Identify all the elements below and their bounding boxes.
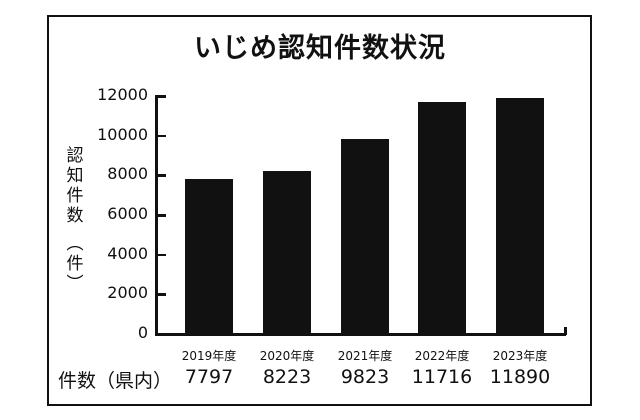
y-tick-label: 2000 [107, 283, 148, 303]
y-axis-label: 認 知 件 数 ︵ 件 ︶ [64, 146, 86, 294]
y-tick [155, 293, 166, 296]
chart-title: いじめ認知件数状況 [194, 33, 446, 64]
y-tick-label: 4000 [107, 243, 148, 263]
x-category-label: 2019年度 [181, 349, 237, 363]
y-tick-label: 12000 [97, 85, 148, 104]
y-tick-label: 0 [137, 323, 148, 342]
y-axis-label-char: 件 [66, 186, 84, 206]
table-value: 7797 [184, 366, 234, 388]
bar [496, 98, 544, 334]
y-axis-label-char: 件 [66, 254, 84, 274]
y-tick [155, 253, 166, 257]
table-row-label: 件数（県内） [58, 370, 173, 392]
y-axis-label-char: ︵ [66, 234, 84, 254]
table-value: 9823 [340, 366, 390, 388]
y-axis-label-char: 数 [66, 206, 84, 226]
x-axis [155, 333, 566, 336]
x-category-label: 2022年度 [414, 349, 470, 363]
y-tick [155, 174, 166, 177]
y-axis-label-char: ︶ [66, 274, 84, 294]
table-value: 8223 [262, 366, 312, 388]
table-value: 11716 [411, 366, 473, 388]
x-category-label: 2023年度 [492, 349, 548, 363]
y-axis-label-char: 知 [66, 166, 84, 186]
bar [185, 179, 233, 334]
chart-frame [47, 15, 592, 406]
y-tick [155, 214, 166, 217]
y-axis-label-char: 認 [66, 146, 84, 166]
x-category-label: 2021年度 [337, 349, 393, 363]
bar [263, 170, 311, 334]
y-tick [155, 134, 166, 138]
y-tick-label: 10000 [97, 124, 148, 144]
x-axis-end-tick [564, 327, 567, 335]
table-value: 11890 [489, 366, 551, 388]
bar [341, 139, 389, 334]
y-tick-label: 6000 [107, 204, 148, 223]
x-category-label: 2020年度 [259, 349, 315, 363]
y-tick-label: 8000 [107, 164, 148, 184]
bar [418, 101, 466, 334]
y-tick [155, 95, 166, 98]
